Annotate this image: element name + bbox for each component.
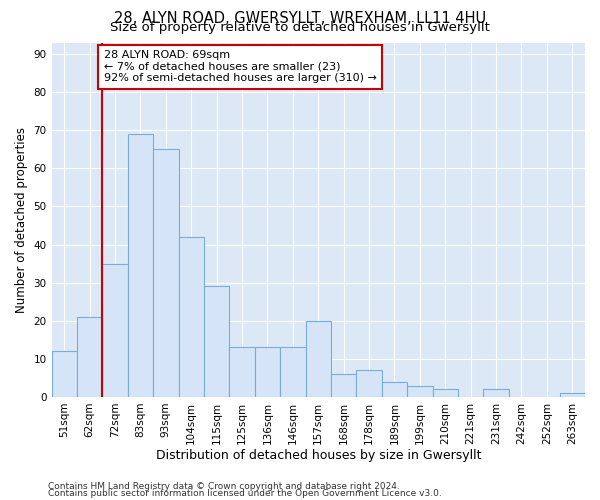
Bar — [331, 374, 356, 397]
Text: 28, ALYN ROAD, GWERSYLLT, WREXHAM, LL11 4HU: 28, ALYN ROAD, GWERSYLLT, WREXHAM, LL11 … — [114, 11, 486, 26]
Bar — [153, 149, 179, 397]
Y-axis label: Number of detached properties: Number of detached properties — [15, 126, 28, 312]
Text: 28 ALYN ROAD: 69sqm
← 7% of detached houses are smaller (23)
92% of semi-detache: 28 ALYN ROAD: 69sqm ← 7% of detached hou… — [104, 50, 376, 84]
Bar — [433, 390, 458, 397]
Bar — [280, 348, 305, 397]
Bar — [255, 348, 280, 397]
Bar — [204, 286, 229, 397]
Text: Size of property relative to detached houses in Gwersyllt: Size of property relative to detached ho… — [110, 21, 490, 34]
Bar — [407, 386, 433, 397]
Bar — [179, 237, 204, 397]
Bar — [77, 317, 103, 397]
Bar — [52, 351, 77, 397]
Bar — [128, 134, 153, 397]
X-axis label: Distribution of detached houses by size in Gwersyllt: Distribution of detached houses by size … — [155, 450, 481, 462]
Text: Contains HM Land Registry data © Crown copyright and database right 2024.: Contains HM Land Registry data © Crown c… — [48, 482, 400, 491]
Bar — [229, 348, 255, 397]
Text: Contains public sector information licensed under the Open Government Licence v3: Contains public sector information licen… — [48, 489, 442, 498]
Bar — [560, 393, 585, 397]
Bar — [484, 390, 509, 397]
Bar — [103, 264, 128, 397]
Bar — [356, 370, 382, 397]
Bar — [382, 382, 407, 397]
Bar — [305, 320, 331, 397]
